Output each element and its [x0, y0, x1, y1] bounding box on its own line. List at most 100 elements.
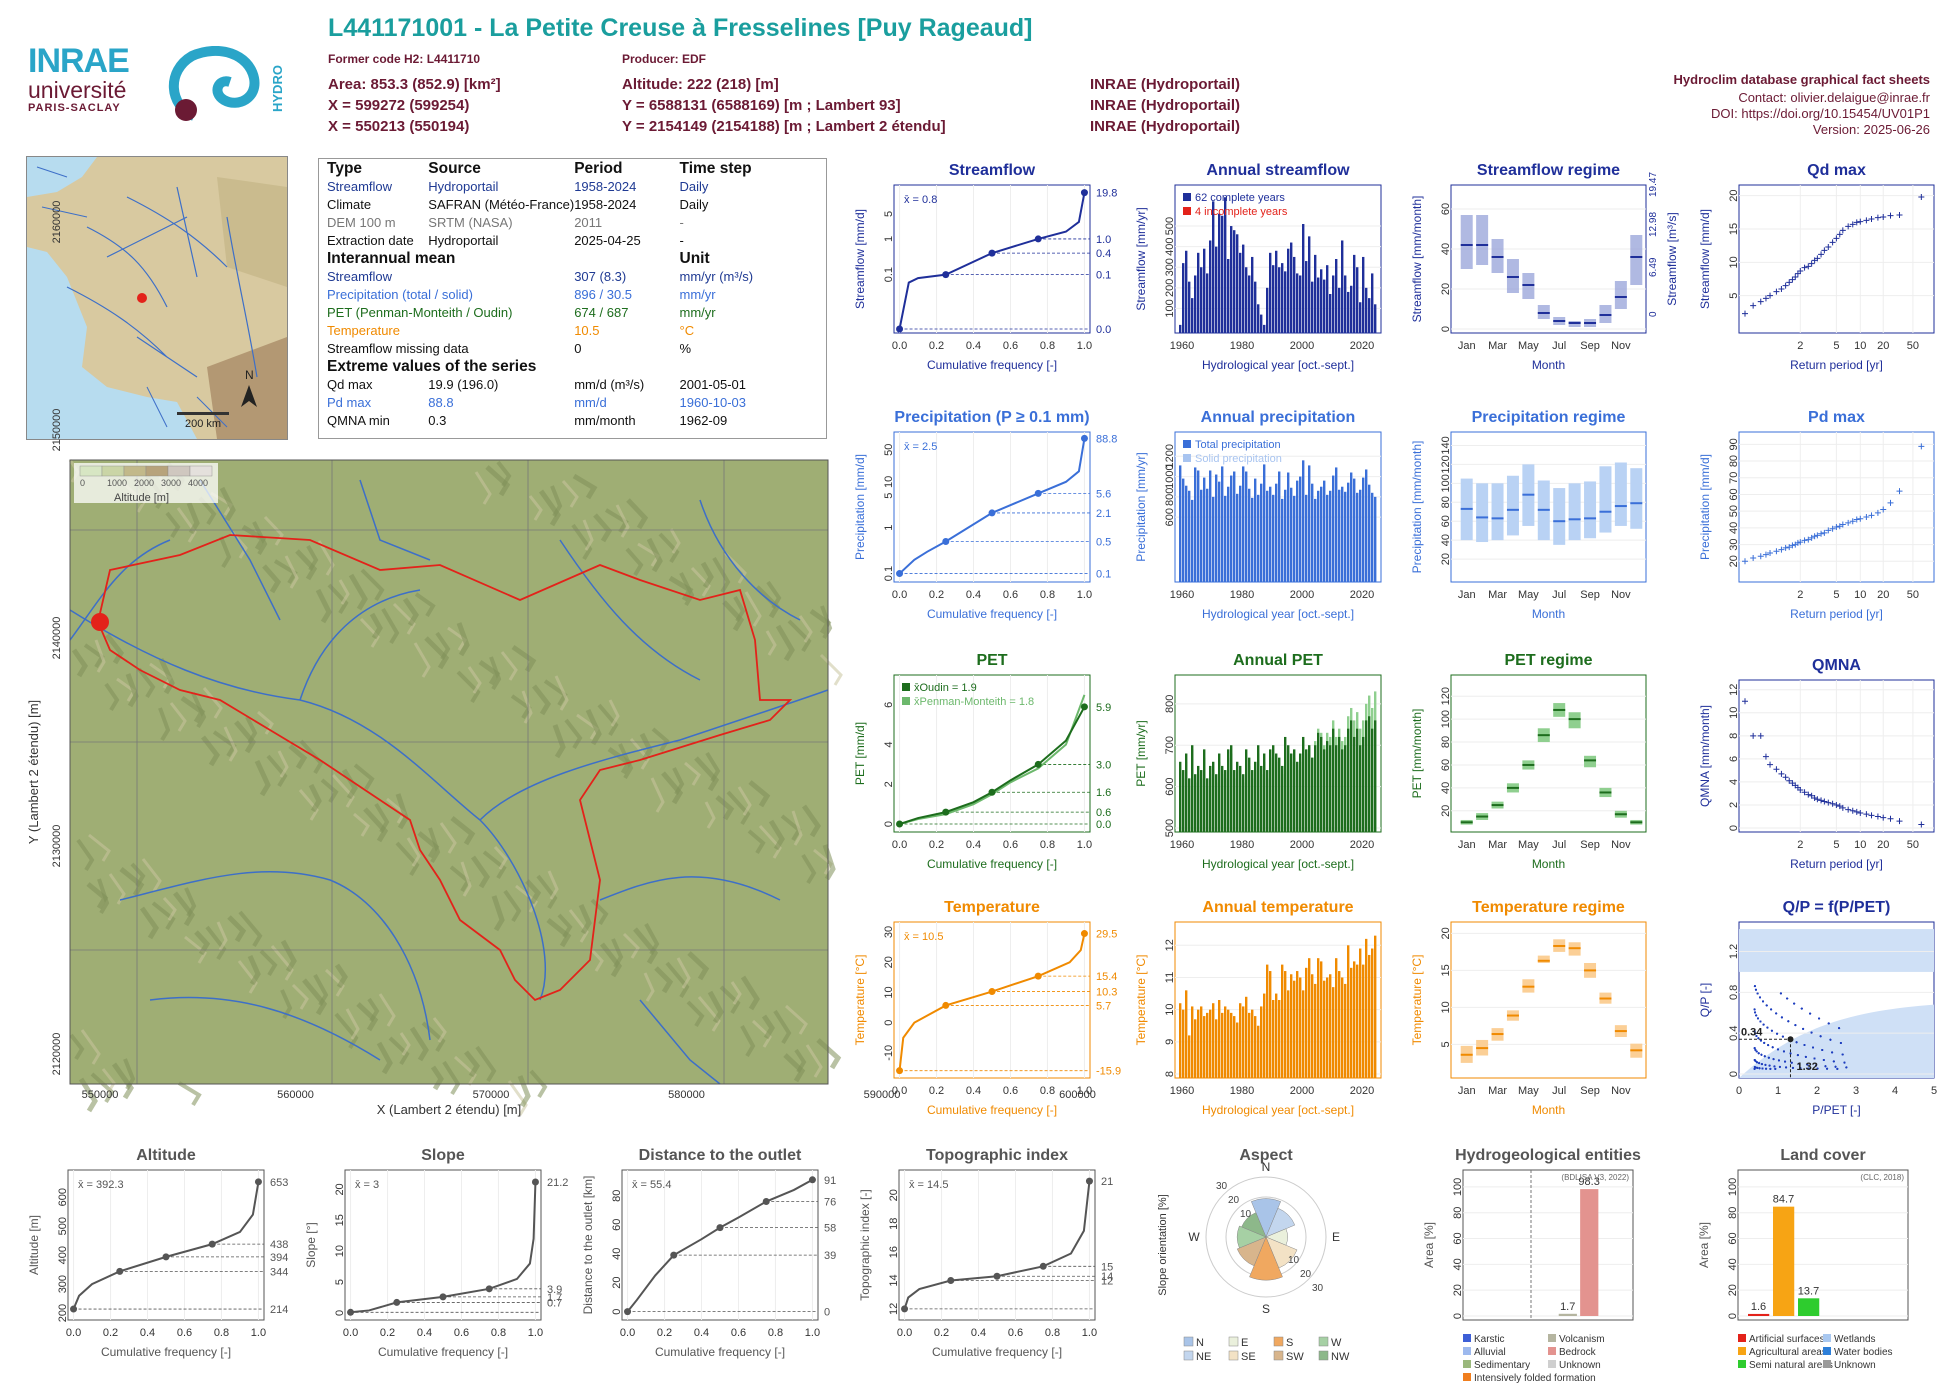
- legend-label: Volcanism: [1559, 1334, 1605, 1345]
- box: [1614, 1025, 1627, 1037]
- y-tick: 50: [1728, 505, 1740, 517]
- data-point: [1805, 263, 1812, 270]
- y-axis-label: PET [mm/month]: [1410, 709, 1424, 799]
- x-tick: May: [1518, 340, 1539, 352]
- x-tick: 0.0: [897, 1327, 912, 1339]
- x-tick: 2: [1797, 589, 1803, 601]
- data-point: [1765, 1004, 1768, 1007]
- data-point: [1841, 1053, 1844, 1056]
- legend-label: Solid precipitation: [1195, 453, 1282, 465]
- y-axis-label: Temperature [°C]: [1410, 955, 1424, 1046]
- legend-tick: 4000: [188, 478, 208, 488]
- bar: [1239, 765, 1242, 832]
- relief-shade: [798, 615, 813, 643]
- chart-title: Precipitation regime: [1472, 409, 1626, 426]
- mean-unit: °C: [679, 323, 695, 338]
- data-point: [1765, 1067, 1768, 1070]
- data-point: [1841, 1053, 1844, 1056]
- data-point: [1788, 1038, 1791, 1041]
- y-tick: 60: [1440, 759, 1452, 771]
- quantile-point: [1034, 235, 1042, 243]
- y-axis-label: Streamflow [mm/d]: [853, 209, 867, 309]
- bar: [1284, 271, 1287, 333]
- data-point: [1836, 1067, 1839, 1070]
- x-tick: 1.0: [1082, 1327, 1097, 1339]
- data-point: [1758, 1067, 1761, 1070]
- quantile-point: [808, 1176, 816, 1184]
- y-tick: 50: [883, 444, 895, 456]
- y-tick: 2140000: [51, 617, 63, 660]
- data-point: [1758, 1062, 1761, 1065]
- data-point: [1799, 1067, 1802, 1070]
- y-tick: 4: [883, 741, 895, 747]
- bar: [1365, 287, 1368, 333]
- x-axis-label: Hydrological year [oct.-sept.]: [1202, 358, 1354, 372]
- relief-shade: [315, 588, 332, 624]
- bar: [1296, 971, 1299, 1078]
- data-point: [1758, 1062, 1761, 1065]
- data-point: [1832, 1060, 1835, 1063]
- bar-2: [1251, 778, 1254, 832]
- mean-label: x̄ = 0.8: [904, 194, 937, 206]
- y-tick: 10: [883, 476, 895, 488]
- data-point: [1759, 1020, 1762, 1023]
- extreme-title: Extreme values of the series: [327, 358, 537, 375]
- bar: [1233, 1016, 1236, 1078]
- data-point: [1800, 1007, 1803, 1010]
- data-point: [1791, 1066, 1794, 1069]
- relief-shade: [665, 961, 690, 999]
- bar: [1197, 252, 1200, 333]
- data-point: [1804, 1055, 1807, 1058]
- x-tick: 0.8: [768, 1327, 783, 1339]
- data-point: [1800, 1007, 1803, 1010]
- y-tick: 70: [1728, 472, 1740, 484]
- data-point: [1763, 1055, 1766, 1058]
- legend-label: 4 incomplete years: [1195, 206, 1288, 218]
- x-axis-label: Return period [yr]: [1790, 607, 1883, 621]
- bar: [1317, 732, 1320, 832]
- data-point: [1758, 996, 1761, 999]
- data-point: [1779, 992, 1782, 995]
- chart-title: Streamflow regime: [1477, 162, 1620, 179]
- data-point: [1753, 985, 1756, 988]
- data-point: [1777, 1048, 1779, 1051]
- y-tick: 0.4: [1728, 1026, 1740, 1041]
- data-point: [1753, 1059, 1756, 1062]
- data-point: [1796, 1054, 1799, 1057]
- data-point: [1868, 512, 1875, 519]
- logo-inrae: INRAE université PARIS-SACLAY: [28, 44, 148, 124]
- data-point: [1809, 1012, 1812, 1015]
- relief-shade: [139, 906, 159, 940]
- data-point: [1804, 1055, 1807, 1058]
- y-tick: 60: [1727, 1232, 1739, 1244]
- data-point: [1753, 985, 1756, 988]
- data-point: [1833, 524, 1840, 531]
- data-point: [1779, 992, 1782, 995]
- data-point: [1777, 1059, 1780, 1062]
- data-point: [1822, 1058, 1825, 1061]
- doi-link[interactable]: DOI: https://doi.org/10.15454/UV01P1: [1711, 106, 1930, 121]
- relief-shade: [367, 997, 380, 1023]
- row-step: Daily: [679, 179, 709, 194]
- data-point: [1777, 1048, 1779, 1051]
- relief-shade: [414, 592, 436, 618]
- data-point: [1753, 1067, 1756, 1070]
- relief-shade: [376, 1041, 393, 1075]
- legend-label: Artificial surfaces: [1749, 1334, 1825, 1345]
- data-point: [1753, 1008, 1756, 1011]
- data-point: [1822, 1058, 1825, 1061]
- data-point: [1773, 548, 1780, 555]
- bar: [1329, 974, 1332, 1078]
- data-point: [1836, 1067, 1839, 1070]
- bar: [1748, 1313, 1770, 1316]
- data-point: [1834, 1065, 1837, 1068]
- bar-2: [1353, 720, 1356, 832]
- bar: [1323, 480, 1326, 582]
- x-axis-label: P/PET [-]: [1812, 1103, 1860, 1117]
- source-area: INRAE (Hydroportail): [1090, 76, 1240, 93]
- data-point: [1792, 274, 1799, 280]
- bar: [1314, 983, 1317, 1078]
